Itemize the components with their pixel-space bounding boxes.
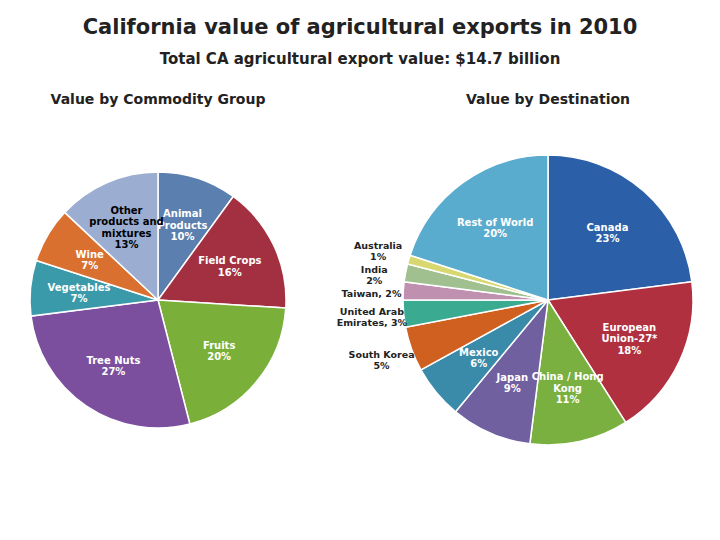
slice-label: Mexico6% — [459, 346, 499, 369]
slice-labels: Canada23% EuropeanUnion-27*18% China / Hon… — [337, 216, 658, 405]
slice-label: China / HongKong11% — [532, 371, 604, 405]
slice-label: Wine7% — [76, 248, 105, 271]
slice-label: Tree Nuts27% — [86, 354, 140, 377]
subtitle: Total CA agricultural export value: $14.… — [160, 50, 561, 68]
slice-label: EuropeanUnion-27*18% — [601, 321, 658, 355]
slice-label: India2% — [361, 264, 388, 286]
slice-label: South Korea5% — [349, 349, 415, 371]
slice-label: United ArabEmirates, 3% — [337, 306, 408, 328]
slice-label: AnimalProducts10% — [157, 208, 207, 242]
slice — [31, 300, 190, 428]
pie-title: Value by Commodity Group — [51, 91, 266, 107]
slice — [548, 155, 692, 300]
slice — [403, 300, 548, 327]
pie: Canada23% EuropeanUnion-27*18% China / Hon… — [337, 155, 693, 445]
slice — [158, 196, 286, 308]
slice — [410, 155, 548, 300]
slice-label: Rest of World20% — [457, 216, 533, 239]
slice-label: Canada23% — [587, 221, 629, 244]
slice-label: Field Crops16% — [198, 255, 261, 277]
pie-title: Value by Destination — [466, 91, 630, 107]
slice-label: Otherproducts andmixtures13% — [89, 204, 163, 250]
slice-labels: AnimalProducts10% Field Crops16% Fruits20%… — [48, 204, 262, 376]
slice-label: Fruits20% — [203, 339, 235, 362]
slice-label: Taiwan, 2% — [341, 288, 401, 299]
title: California value of agricultural exports… — [83, 15, 638, 39]
pie: AnimalProducts10% Field Crops16% Fruits20%… — [30, 172, 286, 428]
slice-label: Japan9% — [496, 371, 528, 394]
slice-label: Australia1% — [354, 240, 402, 262]
chart: California value of agricultural exports… — [0, 0, 720, 540]
slice-label: Vegetables7% — [48, 281, 111, 304]
